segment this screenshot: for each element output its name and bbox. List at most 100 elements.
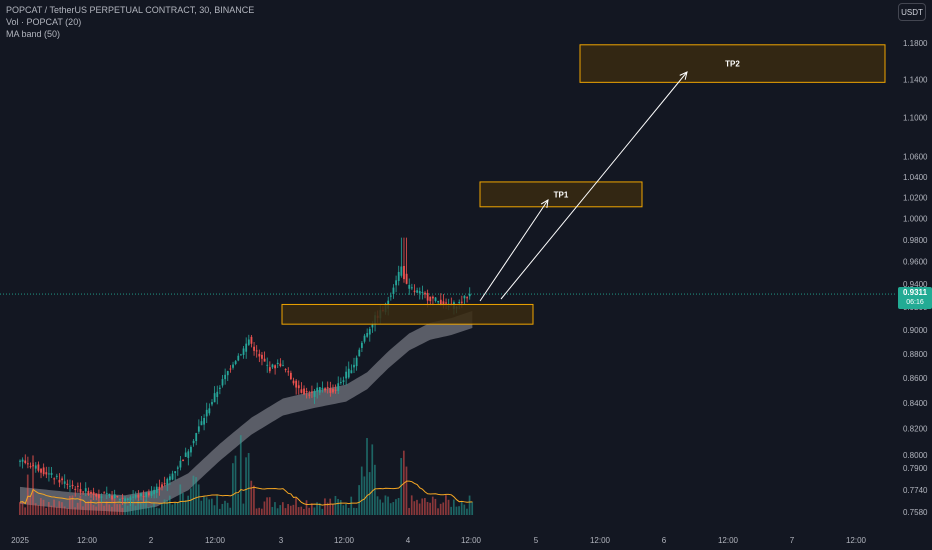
volume-bar [253,485,255,515]
candle-body [169,476,171,481]
volume-bar [184,500,187,515]
candle-body [190,446,192,453]
volume-bar [42,499,45,515]
arrow-to-tp2[interactable] [500,71,688,300]
volume-bar [345,503,347,515]
candle-body [32,465,35,467]
candle-body [45,472,48,475]
candle-body [355,357,358,367]
y-tick-label: 1.1000 [903,113,928,122]
ma-band-indicator-label[interactable]: MA band (50) [6,29,61,39]
zone-tp1[interactable] [479,181,643,208]
x-tick-label: 5 [534,536,539,545]
volume-bar [313,507,316,515]
volume-indicator-label[interactable]: Vol · POPCAT (20) [6,17,82,27]
candle-body [126,498,129,501]
volume-bar [324,498,326,515]
candle-body [90,492,92,494]
candle-body [21,459,24,462]
candle-body [182,459,184,462]
candle-body [142,496,145,498]
volume-bar [358,485,360,515]
candle-body [361,342,363,348]
y-tick-label: 0.9600 [903,258,928,267]
volume-bar [118,504,121,515]
x-tick-label: 12:00 [334,536,355,545]
volume-bar [321,508,324,515]
volume-bar [429,502,431,515]
candle-body [358,349,361,357]
zone-tp2-label: TP2 [725,60,740,69]
volume-bar [74,507,76,515]
x-tick-label: 12:00 [718,536,739,545]
candle-body [34,465,37,469]
volume-bar [19,502,21,515]
volume-bar [274,502,276,515]
candle-body [132,496,134,498]
candle-body [321,387,324,389]
volume-bar [126,505,129,515]
arrow-to-tp1[interactable] [479,199,549,302]
candle-body [392,287,395,295]
volume-bar [92,505,95,515]
candle-body [339,382,342,384]
candle-body [279,363,282,367]
volume-bar [34,503,37,515]
candle-body [171,473,174,480]
zone-tp2[interactable] [579,44,886,83]
candle-body [408,284,411,289]
volume-bar [139,503,142,515]
candle-body [24,460,27,463]
volume-bar [463,504,466,515]
candle-body [111,495,113,500]
volume-bar [90,499,92,515]
volume-bar [45,507,47,515]
candle-body [300,389,303,393]
candle-body [213,393,216,403]
volume-bar [111,506,113,515]
candle-body [261,354,263,359]
candle-body [216,391,219,397]
volume-bar [163,499,166,515]
arrow-to-tp2-head [679,71,688,80]
volume-bar [318,503,321,515]
candle-body [174,471,177,474]
symbol-title[interactable]: POPCAT / TetherUS PERPETUAL CONTRACT, 30… [6,5,255,15]
candle-body [63,481,66,484]
volume-bar [276,508,279,515]
candle-body [161,484,163,488]
volume-bar [426,501,429,515]
candle-body [42,467,45,475]
volume-bar [287,504,289,515]
candle-body [468,293,471,297]
candle-body [221,379,224,386]
y-tick-label: 0.7580 [903,508,928,517]
volume-bar [392,502,395,515]
ma-band [20,311,473,513]
candle-body [184,452,187,457]
candle-body [337,383,340,391]
volume-bar [331,504,334,515]
candle-body [305,391,308,393]
support-zone[interactable] [281,303,534,325]
volume-bar [182,493,184,515]
volume-bar [271,506,274,515]
volume-bar [208,499,211,515]
candle-body [368,328,371,335]
y-tick-label: 1.1800 [903,39,928,48]
volume-bar [389,503,392,515]
volume-bar [40,498,42,515]
currency-button[interactable]: USDT [898,3,926,21]
candle-body [229,368,232,370]
volume-bar [353,507,355,515]
candle-body [71,484,74,487]
y-tick-label: 1.0200 [903,193,928,202]
candle-body [134,494,137,498]
bar-countdown: 06:16 [906,299,924,306]
x-tick-label: 2 [149,536,154,545]
candle-body [113,494,116,499]
candle-body [76,485,79,487]
candle-body [105,492,108,494]
volume-bar [203,496,205,515]
